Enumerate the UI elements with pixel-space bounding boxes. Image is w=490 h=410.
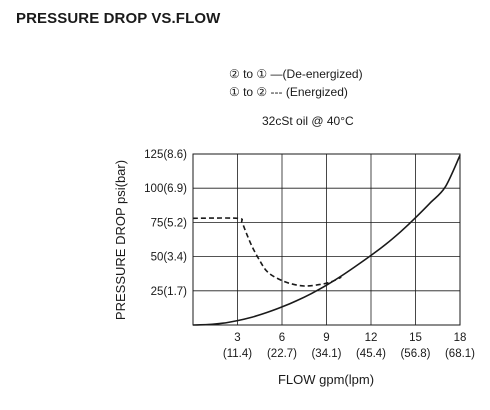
series-line-de-energized <box>192 155 461 326</box>
x-axis-title: FLOW gpm(lpm) <box>278 372 374 387</box>
plot-frame <box>192 153 461 326</box>
series-line-energized <box>192 217 342 287</box>
x-tick-label-gpm: 12 <box>365 332 378 344</box>
chart-grid <box>193 153 461 325</box>
chart-heading: PRESSURE DROP VS.FLOW <box>16 10 221 27</box>
x-tick-label-gpm: 3 <box>234 332 240 344</box>
legend-entry-de-energized: ② to ① —(De-energized) <box>229 67 363 81</box>
x-tick-labels: 3 (11.4) 6 (22.7) 9 (34.1) 12 (45.4) 15 (56.8) 18 (… <box>223 332 475 360</box>
legend-entry-energized: ① to ② --- (Energized) <box>229 85 348 99</box>
x-tick-label-lpm: (11.4) <box>223 348 252 360</box>
x-tick-label-gpm: 6 <box>279 332 285 344</box>
y-tick-label: 50(3.4) <box>151 252 188 264</box>
test-condition-label: 32cSt oil @ 40°C <box>262 114 354 128</box>
y-tick-labels: 25(1.7) 50(3.4) 75(5.2) 100(6.9) 125(8.6) <box>144 149 187 298</box>
y-tick-label: 75(5.2) <box>151 217 188 229</box>
y-tick-label: 25(1.7) <box>151 286 188 298</box>
x-tick-label-gpm: 9 <box>323 332 329 344</box>
y-tick-label: 125(8.6) <box>144 149 187 161</box>
x-tick-label-lpm: (68.1) <box>445 348 475 360</box>
y-axis-title: PRESSURE DROP psi(bar) <box>113 160 128 320</box>
x-tick-label-lpm: (45.4) <box>356 348 386 360</box>
chart-series <box>192 155 461 326</box>
x-tick-label-gpm: 15 <box>409 332 422 344</box>
x-tick-label-lpm: (56.8) <box>400 348 430 360</box>
y-tick-label: 100(6.9) <box>144 183 187 195</box>
x-tick-label-gpm: 18 <box>454 332 467 344</box>
x-tick-label-lpm: (34.1) <box>311 348 341 360</box>
x-tick-label-lpm: (22.7) <box>267 348 297 360</box>
